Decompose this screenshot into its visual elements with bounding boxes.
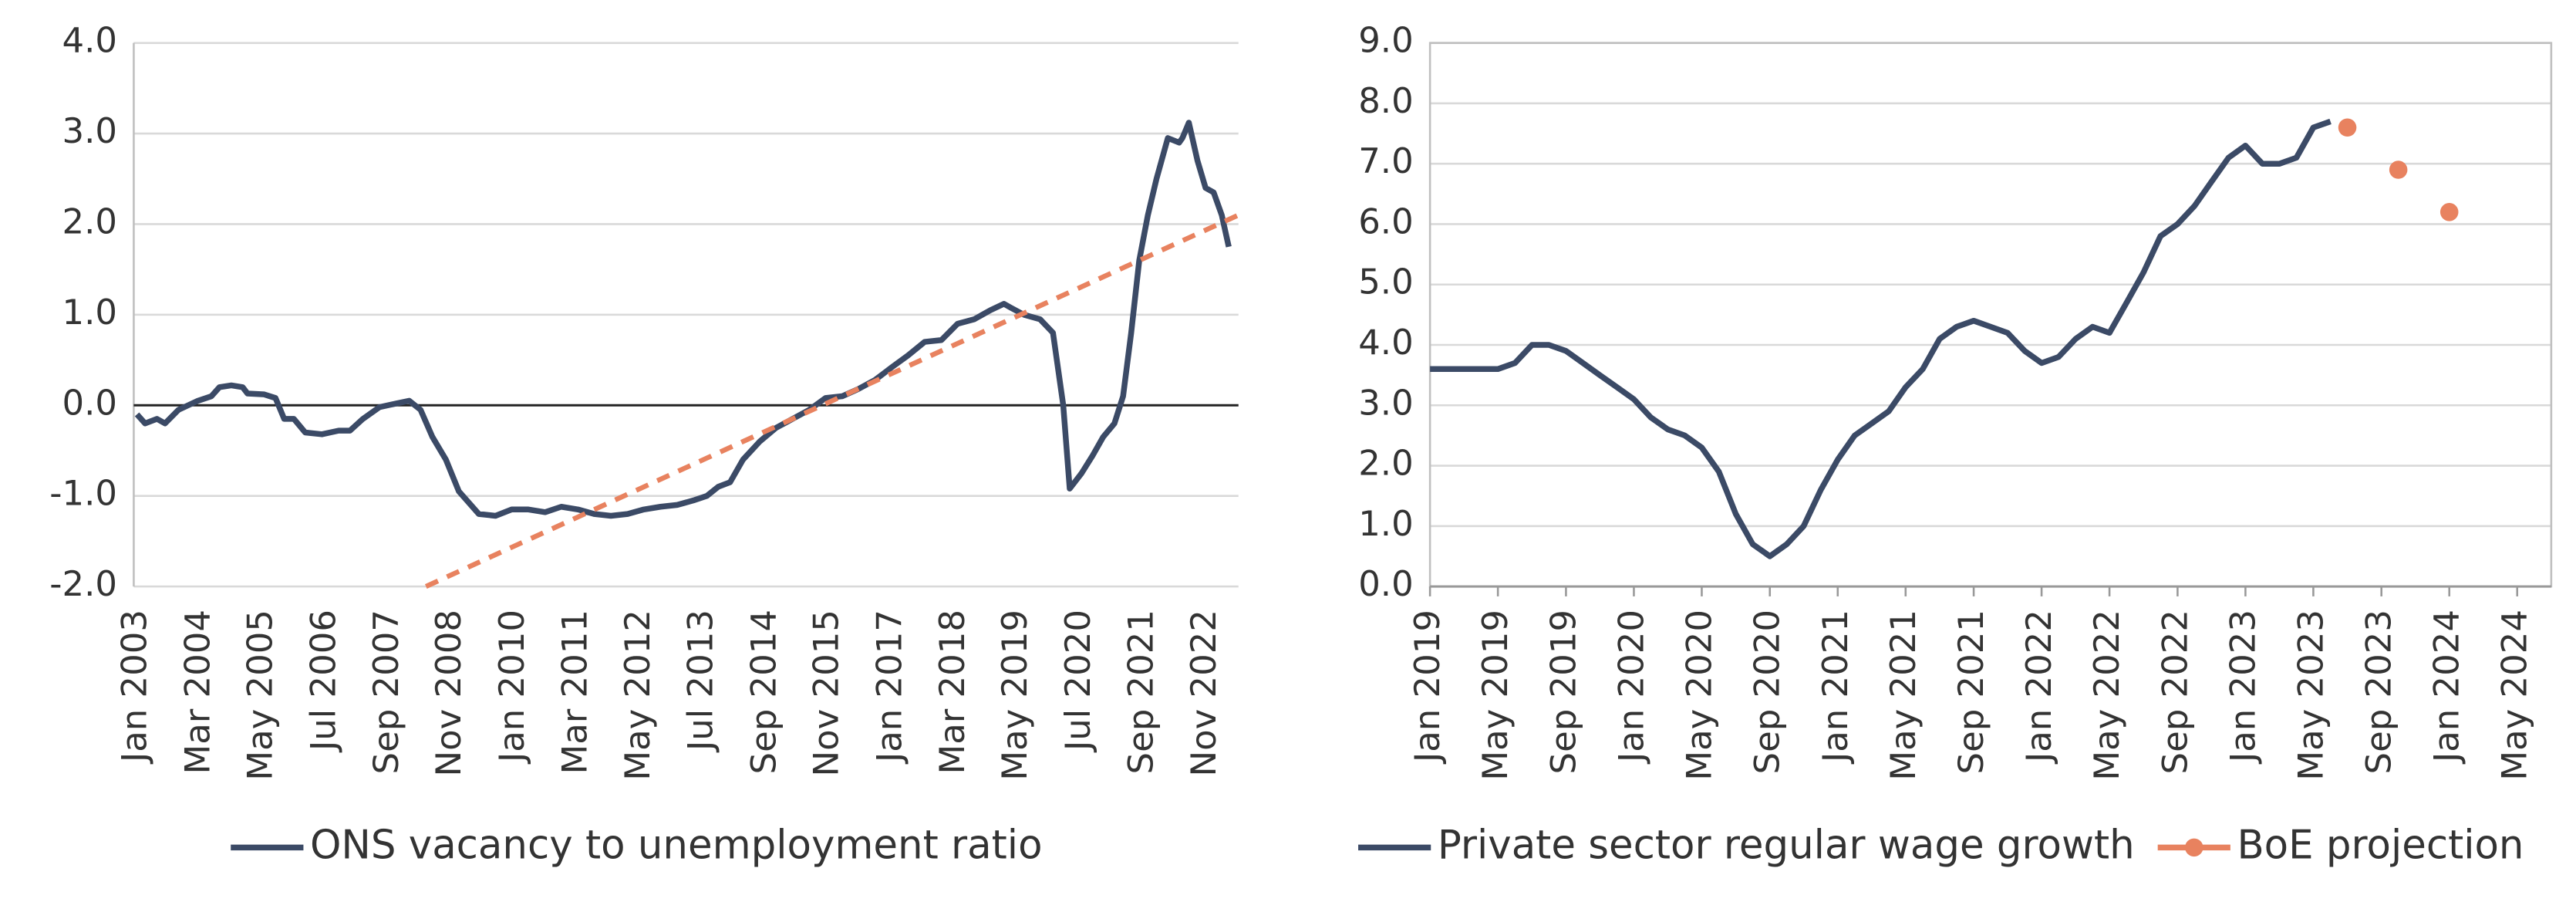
x-tick-label: May 2023 [2290, 610, 2331, 781]
y-tick-label: 0.0 [62, 382, 118, 423]
x-tick-label: Jan 2020 [1610, 610, 1651, 765]
y-tick-label: 8.0 [1358, 80, 1413, 121]
x-tick-label: Jan 2010 [491, 610, 532, 765]
trend-line [424, 212, 1240, 589]
x-tick-label: Sep 2022 [2154, 610, 2195, 774]
x-tick-label: May 2019 [1475, 610, 1516, 781]
x-tick-label: Mar 2018 [932, 610, 973, 775]
x-tick-label: Sep 2020 [1747, 610, 1788, 774]
y-tick-label: 3.0 [62, 110, 118, 151]
y-tick-label: 2.0 [1358, 443, 1413, 484]
legend-label: Private sector regular wage growth [1438, 822, 2135, 868]
legend-marker [2185, 838, 2203, 857]
x-tick-label: Nov 2015 [805, 610, 846, 776]
y-tick-label: -1.0 [49, 473, 117, 514]
x-tick-label: May 2019 [994, 610, 1035, 781]
x-tick-label: May 2021 [1883, 610, 1924, 781]
x-tick-label: Sep 2014 [743, 610, 784, 774]
x-tick-label: May 2012 [617, 610, 658, 781]
series-line [134, 120, 1232, 519]
x-tick-label: May 2022 [2086, 610, 2127, 781]
x-tick-label: Jan 2019 [1407, 610, 1448, 765]
x-tick-label: Jul 2006 [302, 610, 343, 753]
x-tick-label: Jan 2021 [1815, 610, 1856, 765]
x-tick-label: Mar 2011 [555, 610, 595, 775]
x-tick-label: Sep 2007 [366, 610, 406, 774]
x-tick-label: Mar 2004 [177, 610, 217, 775]
x-tick-label: Nov 2008 [428, 610, 469, 776]
x-tick-label: Jan 2017 [868, 610, 909, 765]
x-tick-label: Jan 2024 [2426, 610, 2467, 765]
x-tick-label: Jan 2022 [2018, 610, 2059, 765]
y-tick-label: 4.0 [1358, 322, 1413, 363]
x-tick-label: Sep 2021 [1951, 610, 1991, 774]
data-point [2338, 118, 2357, 137]
x-tick-label: Jul 2020 [1057, 610, 1098, 753]
y-tick-label: 1.0 [62, 292, 118, 333]
x-tick-label: May 2020 [1678, 610, 1719, 781]
y-tick-label: 0.0 [1358, 563, 1413, 604]
legend-label: ONS vacancy to unemployment ratio [310, 822, 1043, 868]
y-tick-label: 1.0 [1358, 503, 1413, 544]
y-tick-label: 9.0 [1358, 20, 1413, 61]
data-point [2389, 160, 2408, 179]
x-tick-label: Nov 2022 [1183, 610, 1224, 776]
data-point [2439, 203, 2459, 221]
y-tick-label: 2.0 [62, 201, 118, 242]
series-line [1430, 118, 2332, 559]
y-tick-label: 7.0 [1358, 140, 1413, 181]
legend: Private sector regular wage growth BoE pr… [1358, 822, 2524, 868]
x-tick-label: Sep 2019 [1543, 610, 1583, 774]
x-tick-label: May 2005 [239, 610, 280, 781]
y-tick-label: 3.0 [1358, 382, 1413, 423]
legend: ONS vacancy to unemployment ratio [231, 822, 1043, 868]
x-tick-label: Sep 2021 [1121, 610, 1162, 774]
y-tick-label: 6.0 [1358, 201, 1413, 242]
x-tick-label: Jan 2003 [114, 610, 155, 765]
y-tick-label: 4.0 [62, 20, 118, 61]
x-tick-label: May 2024 [2494, 610, 2535, 781]
y-tick-label: 5.0 [1358, 262, 1413, 302]
legend-label: BoE projection [2237, 822, 2524, 868]
plot-frame [1428, 42, 2553, 588]
y-tick-label: -2.0 [49, 563, 117, 604]
x-tick-label: Jul 2013 [680, 610, 721, 753]
x-tick-label: Jan 2023 [2222, 610, 2263, 765]
x-tick-label: Sep 2023 [2359, 610, 2399, 774]
